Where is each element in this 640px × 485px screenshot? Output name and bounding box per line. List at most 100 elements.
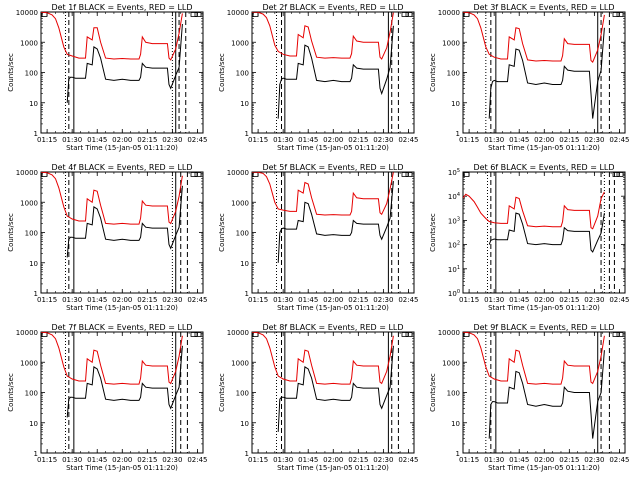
x-tick-label: 01:45 bbox=[87, 296, 107, 304]
x-tick-label: 01:30 bbox=[273, 136, 293, 144]
lld-series-line bbox=[252, 172, 394, 216]
y-tick-label: 10000 bbox=[227, 9, 249, 17]
x-tick-label: 02:45 bbox=[609, 136, 629, 144]
series-group bbox=[252, 172, 394, 263]
x-tick-label: 02:00 bbox=[323, 296, 343, 304]
x-tick-label: 01:45 bbox=[509, 456, 529, 464]
x-tick-label: 01:45 bbox=[509, 136, 529, 144]
series-group bbox=[41, 12, 183, 103]
y-tick-label: 1000 bbox=[20, 39, 38, 47]
y-tick-label: 10000 bbox=[16, 9, 38, 17]
x-tick-label: 02:30 bbox=[162, 296, 182, 304]
events-series-line bbox=[66, 23, 183, 103]
x-tick-label: 02:30 bbox=[373, 136, 393, 144]
x-axis-label: Start Time (15-Jan-05 01:11:20) bbox=[277, 144, 389, 152]
corner-marker bbox=[190, 332, 198, 337]
x-tick-label: 02:15 bbox=[559, 136, 579, 144]
y-tick-label-exponent: 0 bbox=[457, 289, 460, 295]
x-tick-label: 02:00 bbox=[112, 296, 132, 304]
x-tick-label: 01:45 bbox=[298, 136, 318, 144]
y-axis-label: Counts/sec bbox=[7, 373, 15, 412]
series-group bbox=[252, 12, 394, 119]
x-axis-label: Start Time (15-Jan-05 01:11:20) bbox=[66, 144, 178, 152]
x-axis-label: Start Time (15-Jan-05 01:11:20) bbox=[488, 144, 600, 152]
events-series-line bbox=[277, 25, 394, 119]
y-tick-label: 105 bbox=[448, 168, 460, 177]
events-series-line bbox=[66, 345, 183, 418]
x-tick-label: 02:45 bbox=[609, 456, 629, 464]
chart-title: Det 3f BLACK = Events, RED = LLD bbox=[473, 3, 614, 12]
x-axis-label: Start Time (15-Jan-05 01:11:20) bbox=[488, 304, 600, 312]
lld-series-line bbox=[463, 332, 605, 385]
events-series-line bbox=[488, 27, 605, 119]
y-tick-label: 100 bbox=[25, 70, 38, 78]
y-tick-label: 1 bbox=[245, 290, 249, 298]
x-tick-label: 02:00 bbox=[534, 456, 554, 464]
y-tick-label: 102 bbox=[448, 241, 460, 250]
series-group bbox=[252, 332, 394, 432]
y-axis-label: Counts/sec bbox=[218, 53, 226, 92]
corner-marker bbox=[612, 172, 620, 177]
chart-title: Det 2f BLACK = Events, RED = LLD bbox=[262, 3, 403, 12]
chart-title: Det 1f BLACK = Events, RED = LLD bbox=[51, 3, 192, 12]
x-tick-label: 01:30 bbox=[273, 296, 293, 304]
y-tick-label: 100 bbox=[236, 230, 249, 238]
y-tick-label: 1 bbox=[34, 130, 38, 138]
y-tick-label: 1 bbox=[34, 450, 38, 458]
x-tick-label: 02:45 bbox=[609, 296, 629, 304]
x-tick-label: 02:00 bbox=[112, 136, 132, 144]
x-axis-label: Start Time (15-Jan-05 01:11:20) bbox=[277, 304, 389, 312]
x-axis-label: Start Time (15-Jan-05 01:11:20) bbox=[277, 464, 389, 472]
y-tick-label-base: 10 bbox=[448, 266, 457, 274]
x-tick-label: 01:15 bbox=[459, 296, 479, 304]
panel-7: Det 7f BLACK = Events, RED = LLD 1 10 100 10… bbox=[7, 323, 208, 472]
y-tick-label-base: 10 bbox=[448, 169, 457, 177]
x-tick-label: 02:30 bbox=[584, 296, 604, 304]
corner-marker bbox=[190, 172, 198, 177]
x-tick-label: 02:45 bbox=[398, 296, 418, 304]
x-tick-label: 02:15 bbox=[348, 456, 368, 464]
series-group bbox=[41, 332, 183, 418]
x-tick-label: 02:45 bbox=[187, 456, 207, 464]
y-tick-label: 1000 bbox=[442, 359, 460, 367]
corner-marker bbox=[194, 12, 202, 17]
y-tick-label: 10 bbox=[29, 260, 38, 268]
y-tick-label-exponent: 2 bbox=[457, 241, 460, 247]
y-tick-label: 1 bbox=[456, 130, 460, 138]
panel-9: Det 9f BLACK = Events, RED = LLD 1 10 100 10… bbox=[429, 323, 630, 472]
chart-title: Det 8f BLACK = Events, RED = LLD bbox=[262, 323, 403, 332]
corner-marker bbox=[616, 332, 624, 337]
lld-series-line bbox=[252, 12, 394, 60]
y-tick-label: 10 bbox=[451, 100, 460, 108]
y-tick-label: 1000 bbox=[231, 39, 249, 47]
events-series-line bbox=[277, 345, 394, 432]
x-tick-label: 01:45 bbox=[298, 456, 318, 464]
y-tick-label-exponent: 5 bbox=[457, 168, 460, 174]
corner-marker bbox=[612, 332, 620, 337]
x-tick-label: 02:45 bbox=[398, 136, 418, 144]
panel-5: Det 5f BLACK = Events, RED = LLD 1 10 100 10… bbox=[218, 163, 419, 312]
x-tick-label: 01:15 bbox=[37, 296, 57, 304]
x-tick-label: 01:15 bbox=[248, 296, 268, 304]
y-tick-label: 103 bbox=[448, 216, 460, 225]
y-tick-label: 101 bbox=[448, 265, 460, 274]
x-tick-label: 01:15 bbox=[459, 456, 479, 464]
chart-title: Det 9f BLACK = Events, RED = LLD bbox=[473, 323, 614, 332]
y-tick-label: 1000 bbox=[442, 39, 460, 47]
corner-marker bbox=[401, 12, 409, 17]
panel-4: Det 4f BLACK = Events, RED = LLD 1 10 100 10… bbox=[7, 163, 208, 312]
y-tick-label: 10 bbox=[29, 100, 38, 108]
x-tick-label: 02:00 bbox=[323, 136, 343, 144]
y-tick-label: 10000 bbox=[227, 329, 249, 337]
x-tick-label: 02:00 bbox=[323, 456, 343, 464]
x-tick-label: 01:30 bbox=[62, 296, 82, 304]
events-series-line bbox=[66, 185, 183, 258]
x-tick-label: 02:15 bbox=[348, 136, 368, 144]
x-tick-label: 01:30 bbox=[484, 456, 504, 464]
y-tick-label: 10000 bbox=[16, 169, 38, 177]
corner-marker bbox=[194, 332, 202, 337]
corner-marker bbox=[401, 332, 409, 337]
y-tick-label: 10 bbox=[240, 260, 249, 268]
lld-series-line bbox=[463, 191, 605, 230]
